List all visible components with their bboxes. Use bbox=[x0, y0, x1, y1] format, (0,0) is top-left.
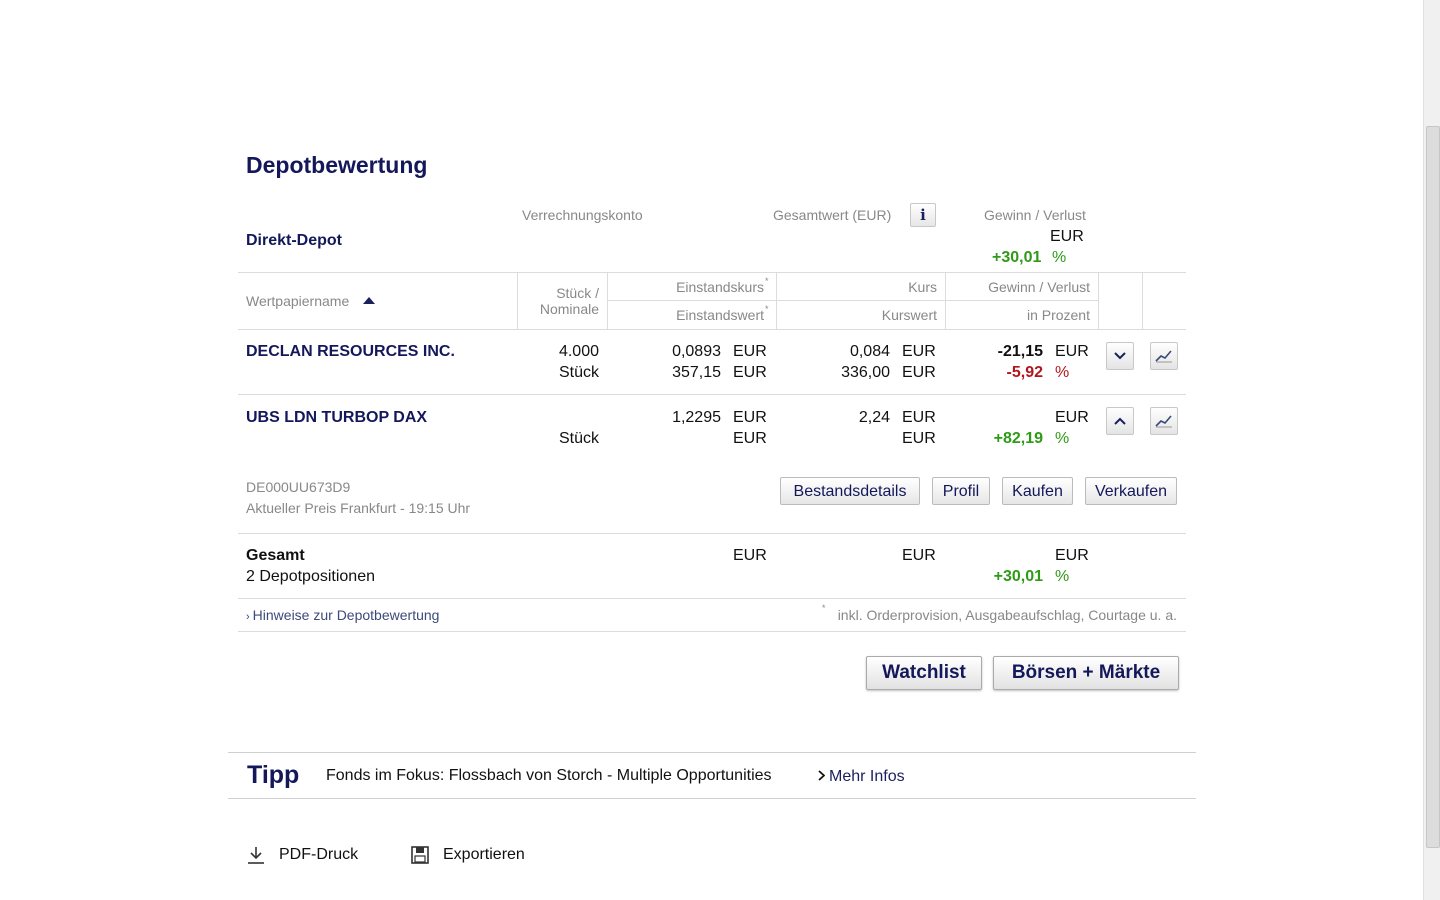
percent-sign: % bbox=[1055, 568, 1070, 585]
hinweise-link-label: Hinweise zur Depotbewertung bbox=[252, 607, 440, 623]
exportieren-label: Exportieren bbox=[443, 846, 525, 863]
column-header-in-prozent: in Prozent bbox=[1026, 307, 1090, 323]
pdf-druck-label: PDF-Druck bbox=[279, 846, 359, 863]
stueck-unit: Stück bbox=[558, 430, 599, 447]
column-header-name[interactable]: Wertpapiername bbox=[246, 293, 350, 309]
percent-sign: % bbox=[1055, 364, 1070, 381]
chevron-up-icon[interactable] bbox=[1106, 407, 1134, 435]
kurswert-value: 336,00 bbox=[841, 364, 890, 381]
isin: DE000UU673D9 bbox=[246, 479, 351, 495]
bestandsdetails-button[interactable]: Bestandsdetails bbox=[780, 477, 920, 505]
column-header-kurs: Kurs bbox=[908, 279, 937, 295]
gv-percent: -5,92 bbox=[1006, 364, 1043, 381]
currency: EUR bbox=[1055, 409, 1089, 426]
summary-currency: EUR bbox=[1050, 228, 1084, 245]
chevron-down-icon[interactable] bbox=[1106, 342, 1134, 370]
divider bbox=[607, 272, 608, 329]
gv-label: Gewinn / Verlust bbox=[984, 207, 1086, 223]
summary-percent-sign: % bbox=[1052, 249, 1067, 266]
kurs-value: 2,24 bbox=[858, 409, 890, 426]
verkaufen-button[interactable]: Verkaufen bbox=[1085, 477, 1177, 505]
einstandswert-value: 357,15 bbox=[672, 364, 721, 381]
column-header-nominale: Nominale bbox=[539, 301, 599, 317]
summary-gv-percent: +30,01 bbox=[992, 249, 1042, 266]
exportieren-link[interactable]: Exportieren bbox=[410, 845, 525, 865]
scrollbar-thumb[interactable] bbox=[1426, 126, 1440, 848]
total-gv-percent: +30,01 bbox=[993, 568, 1043, 585]
gv-value: -21,15 bbox=[997, 343, 1043, 360]
divider bbox=[238, 598, 1186, 599]
total-positions: 2 Depotpositionen bbox=[246, 568, 375, 585]
column-header-gv: Gewinn / Verlust bbox=[988, 279, 1090, 295]
profil-button[interactable]: Profil bbox=[932, 477, 990, 505]
sort-ascending-icon[interactable] bbox=[363, 297, 375, 304]
divider bbox=[945, 272, 946, 329]
vertical-scrollbar[interactable] bbox=[1423, 0, 1440, 900]
currency: EUR bbox=[1055, 547, 1089, 564]
depot-name[interactable]: Direkt-Depot bbox=[246, 232, 343, 249]
column-header-einstandskurs: Einstandskurs bbox=[676, 279, 764, 295]
security-name-declan[interactable]: DECLAN RESOURCES INC. bbox=[246, 343, 455, 360]
stueck-unit: Stück bbox=[558, 364, 599, 381]
currency: EUR bbox=[733, 547, 767, 564]
gesamtwert-label: Gesamtwert (EUR) bbox=[773, 207, 892, 223]
currency: EUR bbox=[902, 547, 936, 564]
divider bbox=[228, 798, 1196, 799]
page-title: Depotbewertung bbox=[246, 152, 428, 178]
currency: EUR bbox=[733, 343, 767, 360]
mehr-infos-link[interactable]: Mehr Infos bbox=[818, 768, 905, 786]
currency: EUR bbox=[902, 409, 936, 426]
divider bbox=[517, 272, 518, 329]
divider bbox=[238, 631, 1186, 632]
einstandskurs-value: 0,0893 bbox=[672, 343, 721, 360]
divider bbox=[238, 394, 1186, 395]
currency: EUR bbox=[733, 364, 767, 381]
divider bbox=[238, 533, 1186, 534]
footnote-mark: * bbox=[822, 603, 826, 613]
divider bbox=[228, 752, 1196, 753]
pdf-druck-link[interactable]: PDF-Druck bbox=[246, 845, 358, 865]
currency: EUR bbox=[733, 409, 767, 426]
verrechnungskonto-label: Verrechnungskonto bbox=[522, 207, 643, 223]
total-label: Gesamt bbox=[246, 547, 305, 564]
einstandskurs-value: 1,2295 bbox=[672, 409, 721, 426]
kaufen-button[interactable]: Kaufen bbox=[1002, 477, 1073, 505]
currency: EUR bbox=[1055, 343, 1089, 360]
currency: EUR bbox=[902, 430, 936, 447]
mehr-infos-label: Mehr Infos bbox=[829, 768, 905, 785]
divider bbox=[776, 272, 777, 329]
currency: EUR bbox=[902, 343, 936, 360]
tipp-title: Tipp bbox=[247, 761, 300, 789]
column-header-kurswert: Kurswert bbox=[881, 307, 937, 323]
save-icon bbox=[410, 845, 430, 865]
divider bbox=[607, 300, 1098, 301]
info-icon[interactable]: i bbox=[910, 203, 936, 227]
asterisk: * bbox=[765, 276, 769, 286]
chevron-right-icon: › bbox=[246, 611, 250, 623]
currency: EUR bbox=[902, 364, 936, 381]
gv-percent: +82,19 bbox=[993, 430, 1043, 447]
download-icon bbox=[246, 845, 266, 865]
hinweise-link[interactable]: › Hinweise zur Depotbewertung bbox=[246, 607, 439, 623]
chart-icon[interactable] bbox=[1150, 342, 1178, 370]
chevron-right-icon bbox=[818, 768, 826, 786]
watchlist-button[interactable]: Watchlist bbox=[866, 656, 982, 690]
boersen-maerkte-button[interactable]: Börsen + Märkte bbox=[993, 656, 1179, 690]
percent-sign: % bbox=[1055, 430, 1070, 447]
price-info: Aktueller Preis Frankfurt - 19:15 Uhr bbox=[246, 500, 471, 516]
asterisk: * bbox=[765, 304, 769, 314]
divider bbox=[238, 272, 1186, 273]
column-header-stueck: Stück / bbox=[556, 285, 599, 301]
security-name-ubs[interactable]: UBS LDN TURBOP DAX bbox=[246, 409, 428, 426]
currency: EUR bbox=[733, 430, 767, 447]
kurs-value: 0,084 bbox=[849, 343, 890, 360]
column-header-einstandswert: Einstandswert bbox=[676, 307, 764, 323]
stueck-value: 4.000 bbox=[558, 343, 599, 360]
divider bbox=[1098, 272, 1099, 329]
footnote: inkl. Orderprovision, Ausgabeaufschlag, … bbox=[837, 607, 1177, 623]
divider bbox=[1142, 272, 1143, 329]
divider bbox=[238, 329, 1186, 330]
tipp-text: Fonds im Fokus: Flossbach von Storch - M… bbox=[326, 767, 772, 784]
chart-icon[interactable] bbox=[1150, 407, 1178, 435]
